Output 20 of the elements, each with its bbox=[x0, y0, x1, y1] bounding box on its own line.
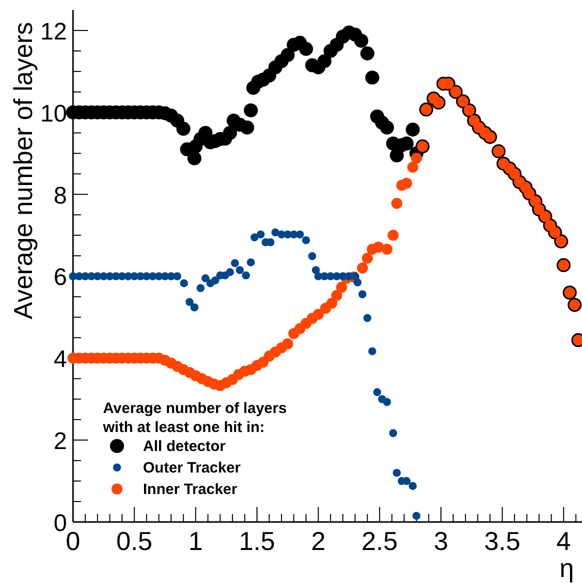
y-tick-label: 10 bbox=[40, 100, 67, 128]
x-tick-label: 2.5 bbox=[362, 526, 398, 556]
y-tick-label: 8 bbox=[54, 182, 67, 210]
x-tick-label: 2 bbox=[311, 526, 326, 556]
x-tick-label: 3 bbox=[434, 526, 448, 556]
x-tick-label: 4 bbox=[556, 526, 571, 556]
x-tick-label: 1.5 bbox=[238, 526, 276, 556]
y-tick-label: 6 bbox=[54, 264, 67, 292]
y-tick-label: 2 bbox=[54, 428, 67, 456]
x-tick-label: 3.5 bbox=[484, 526, 520, 556]
x-tick-label: 1 bbox=[188, 526, 203, 556]
legend-label: Inner Tracker bbox=[143, 481, 238, 498]
y-tick-label: 12 bbox=[40, 18, 67, 46]
x-tick-label: 0.5 bbox=[116, 526, 152, 556]
y-tick-label: 4 bbox=[54, 346, 67, 374]
x-axis-title: η bbox=[560, 553, 574, 583]
legend-label: Outer Tracker bbox=[143, 460, 241, 476]
y-axis-title: Average number of layers bbox=[8, 22, 38, 320]
legend-label: All detector bbox=[143, 438, 226, 455]
legend-title: Average number of layers with at least one hit in: bbox=[102, 400, 287, 436]
